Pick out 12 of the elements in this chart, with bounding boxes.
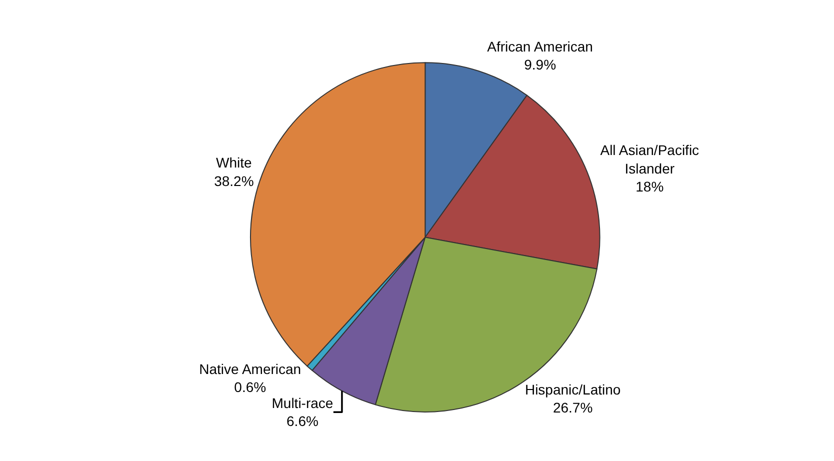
slice-label: African American	[487, 38, 593, 54]
slice-label: Hispanic/Latino	[524, 382, 621, 398]
data-label: 38.2%	[214, 172, 254, 189]
data-label: 9.9%	[524, 56, 556, 73]
data-label: 0.6%	[234, 378, 266, 395]
slice-label: All Asian/Pacific Islander	[600, 142, 700, 176]
data-label: 26.7%	[552, 400, 593, 416]
data-label: 18%	[636, 178, 664, 194]
data-label: 6.6%	[286, 413, 318, 430]
slice-label: Native American	[199, 360, 302, 377]
slice-label: White	[216, 154, 252, 171]
slice-label: Multi-race	[272, 394, 334, 411]
